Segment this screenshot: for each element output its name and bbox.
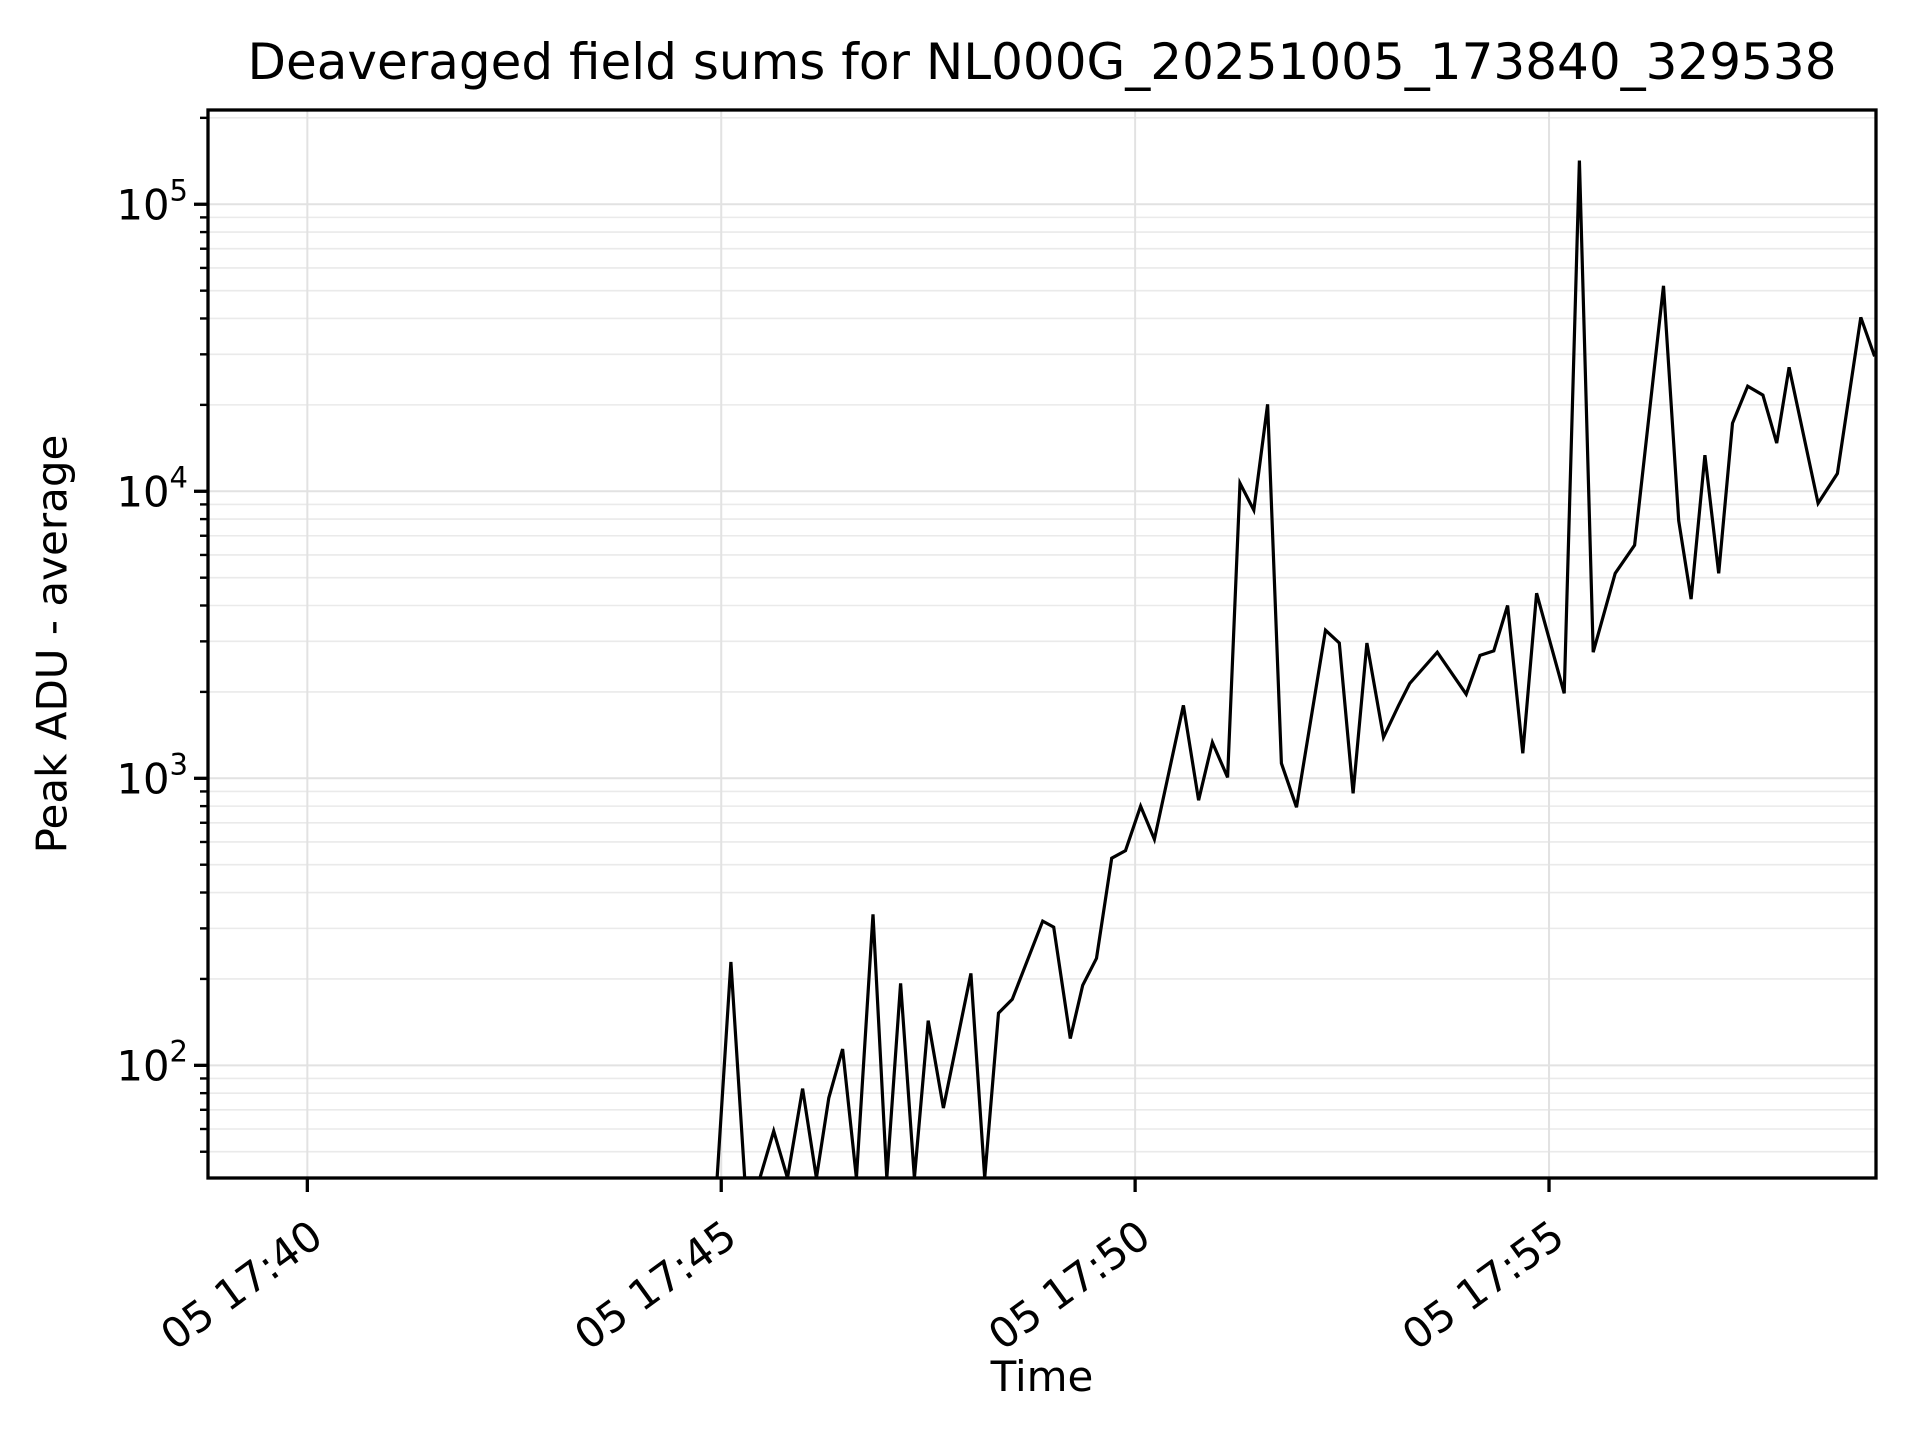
y-tick-label: 105 bbox=[117, 173, 189, 229]
x-tick-label: 05 17:55 bbox=[1393, 1210, 1573, 1359]
y-tick-label: 103 bbox=[117, 747, 189, 803]
y-tick-label: 104 bbox=[117, 460, 189, 516]
plot-border bbox=[206, 108, 1878, 1180]
x-axis-label: Time bbox=[990, 1352, 1094, 1401]
x-tick-label: 05 17:40 bbox=[152, 1210, 332, 1359]
x-tick-label: 05 17:50 bbox=[979, 1210, 1159, 1359]
x-tick-label: 05 17:45 bbox=[565, 1210, 745, 1359]
y-tick-label: 102 bbox=[117, 1034, 189, 1090]
chart-title: Deaveraged field sums for NL000G_2025100… bbox=[247, 33, 1837, 91]
data-line-peak_adu_deaveraged bbox=[715, 160, 1876, 1178]
